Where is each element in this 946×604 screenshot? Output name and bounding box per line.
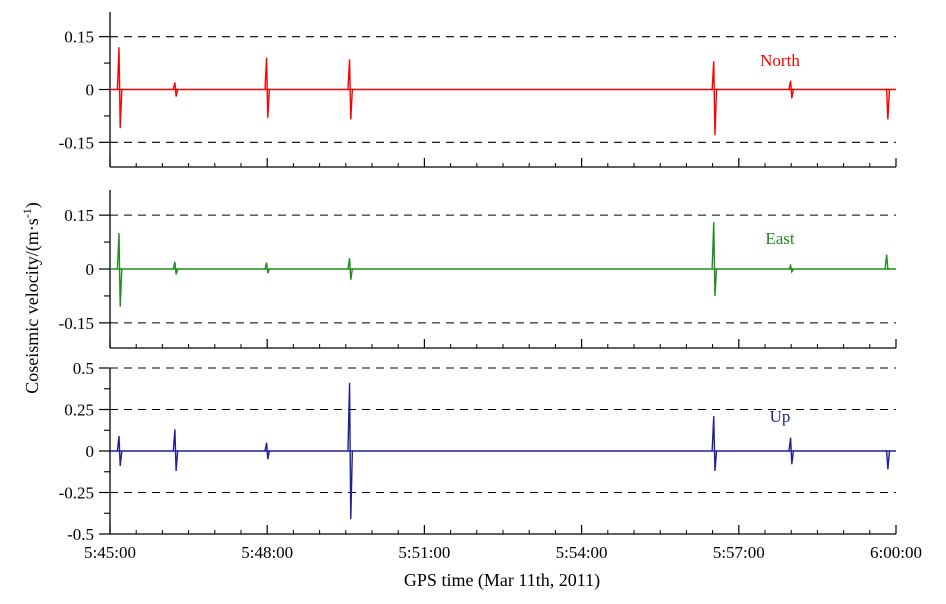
x-axis-title: GPS time (Mar 11th, 2011)	[404, 570, 600, 591]
panel-up: 0.5 0.25 0 -0.25 -0.5 Up	[59, 359, 897, 544]
series-spike	[172, 261, 179, 275]
x-tick-label: 5:48:00	[241, 543, 293, 562]
panel-label-north: North	[760, 51, 800, 70]
series-spike	[264, 262, 271, 274]
y-tick-label: 0	[86, 260, 95, 279]
x-tick-label: 5:54:00	[556, 543, 608, 562]
y-axis-title-main: Coseismic velocity/(m·s	[22, 218, 43, 393]
series-spike	[788, 263, 795, 274]
series-spike	[347, 258, 354, 280]
y-axis-title-superscript: -1	[20, 208, 34, 218]
x-tick-label: 5:51:00	[398, 543, 450, 562]
series-spike	[172, 429, 179, 471]
y-tick-label: 0	[86, 81, 95, 100]
y-tick-label: 0.15	[64, 28, 94, 47]
series-spike	[172, 82, 179, 97]
y-tick-label: -0.5	[67, 525, 94, 544]
series-spike	[711, 61, 718, 136]
y-tick-label: -0.25	[59, 484, 94, 503]
panel-label-east: East	[765, 229, 795, 248]
series-spike	[788, 437, 795, 465]
panels-layer: 0.15 0 -0.15 North 0.15 0 -0.15 East 0.5 0.25 0 -0.…	[59, 12, 897, 544]
series-spike	[264, 442, 271, 460]
series-spike	[116, 233, 123, 307]
series-spike	[885, 450, 891, 470]
x-tick-label: 5:45:00	[84, 543, 136, 562]
series-spike	[347, 59, 354, 120]
y-tick-label: 0	[86, 442, 95, 461]
y-axis-title-close: )	[22, 202, 43, 208]
y-tick-label: -0.15	[59, 133, 94, 152]
series-spike	[788, 80, 795, 99]
y-axis-title: Coseismic velocity/(m·s-1)	[20, 202, 43, 393]
series-spike	[116, 47, 123, 129]
series-spike	[264, 57, 271, 118]
panel-label-up: Up	[770, 407, 791, 426]
x-tick-label: 6:00:00	[870, 543, 922, 562]
series-spike	[711, 222, 718, 296]
series-spike	[711, 416, 718, 471]
series-spike	[885, 88, 891, 120]
y-tick-label: 0.25	[64, 401, 94, 420]
y-tick-label: 0.15	[64, 206, 94, 225]
panel-north: 0.15 0 -0.15 North	[59, 12, 897, 168]
y-tick-label: -0.15	[59, 314, 94, 333]
x-tick-label: 5:57:00	[713, 543, 765, 562]
series-spike	[884, 254, 890, 270]
series-spike	[116, 435, 123, 467]
x-axis: 5:45:00 5:48:00 5:51:00 5:54:00 5:57:00 6:00:…	[84, 543, 922, 562]
panel-east: 0.15 0 -0.15 East	[59, 190, 897, 349]
y-tick-label: 0.5	[73, 359, 94, 378]
series-spike	[347, 382, 354, 520]
